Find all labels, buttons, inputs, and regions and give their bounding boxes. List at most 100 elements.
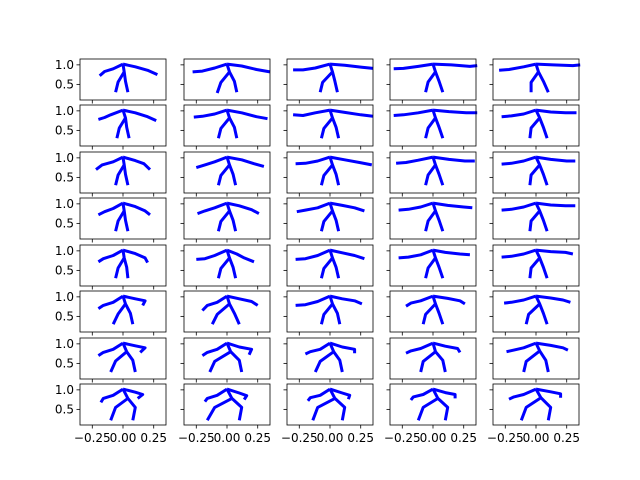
y-tick-label: 0.5 bbox=[55, 356, 74, 370]
x-tick-label: −0.25 bbox=[74, 431, 111, 445]
subplot-r1-c5 bbox=[489, 58, 581, 104]
figure-segment bbox=[424, 210, 437, 232]
figure-segment bbox=[528, 209, 541, 232]
figure-segment bbox=[195, 155, 228, 170]
y-tick-label: 1.0 bbox=[55, 337, 74, 351]
figure-segment bbox=[498, 62, 537, 72]
figure-segment bbox=[329, 201, 365, 213]
x-tick-label: −0.25 bbox=[384, 431, 421, 445]
figure-segment bbox=[193, 108, 228, 119]
figure-segment bbox=[293, 62, 331, 72]
figure-segment bbox=[328, 202, 341, 232]
figure-segment bbox=[421, 302, 437, 325]
figure-segment bbox=[395, 155, 434, 165]
figure-segment bbox=[97, 201, 124, 217]
figure-segment bbox=[114, 257, 126, 279]
figure-segment bbox=[295, 155, 331, 166]
figure-segment bbox=[97, 248, 124, 264]
figure-segment bbox=[534, 202, 549, 232]
figure-segment bbox=[528, 163, 541, 186]
figure-segment bbox=[501, 248, 537, 259]
figure-segment bbox=[328, 109, 341, 139]
x-tick-label: 0.00 bbox=[110, 431, 137, 445]
figure-segment bbox=[535, 341, 569, 352]
figure-segment bbox=[215, 70, 231, 94]
figure-segment bbox=[419, 350, 437, 373]
figure-segment bbox=[208, 350, 232, 373]
y-tick-label: 0.5 bbox=[55, 170, 74, 184]
figure-segment bbox=[205, 397, 233, 422]
subplot-r6-c4 bbox=[386, 290, 477, 336]
figure-segment bbox=[398, 201, 434, 212]
figure-segment bbox=[431, 63, 445, 93]
figure-segment bbox=[534, 109, 549, 139]
subplot-r7-c2 bbox=[180, 337, 271, 383]
figure-segment bbox=[398, 248, 434, 260]
figure-segment bbox=[329, 62, 374, 70]
subplot-r2-c2 bbox=[180, 104, 271, 150]
figure-segment bbox=[535, 387, 563, 398]
subplot-r8-c1: 0.5 1.0 −0.250.00 0.25 bbox=[55, 383, 167, 445]
y-tick-label: 0.5 bbox=[55, 123, 74, 137]
figure-segment bbox=[95, 155, 124, 171]
subplot-r8-c3: −0.250.00 0.25 bbox=[281, 383, 374, 445]
y-tick-label: 0.5 bbox=[55, 402, 74, 416]
figure-segment bbox=[304, 341, 331, 356]
figure-segment bbox=[535, 294, 571, 304]
figure-segment bbox=[328, 63, 339, 93]
figure-segment bbox=[534, 388, 553, 421]
figure-segment bbox=[405, 341, 434, 355]
figure-segment bbox=[121, 295, 135, 325]
figure-segment bbox=[203, 387, 228, 403]
figure-segment bbox=[97, 108, 124, 121]
figure-segment bbox=[225, 249, 238, 279]
y-tick-label: 1.0 bbox=[55, 383, 74, 397]
subplot-r5-c2 bbox=[180, 244, 271, 290]
subplot-r1-c3 bbox=[283, 58, 374, 104]
figure-segment bbox=[529, 71, 540, 93]
subplot-r7-c3 bbox=[283, 337, 374, 383]
subplot-r5-c4 bbox=[386, 244, 477, 290]
y-tick-label: 1.0 bbox=[55, 151, 74, 165]
subplot-r5-c3 bbox=[283, 244, 374, 290]
figure-segment bbox=[432, 294, 466, 306]
subplot-r7-c4 bbox=[386, 337, 477, 383]
figure-segment bbox=[405, 294, 434, 308]
figure-segment bbox=[121, 156, 130, 186]
subplot-r3-c2 bbox=[180, 151, 271, 197]
figure-segment bbox=[432, 62, 478, 68]
figure-segment bbox=[109, 397, 129, 421]
subplot-r4-c3 bbox=[283, 197, 374, 243]
x-tick-label: −0.25 bbox=[178, 431, 215, 445]
subplot-r2-c4 bbox=[386, 104, 478, 150]
subplot-r8-c5: −0.250.00 0.25 bbox=[487, 383, 580, 445]
figure-segment bbox=[431, 156, 445, 186]
figure-segment bbox=[226, 248, 255, 264]
subplot-r2-c1: 0.51.0 bbox=[55, 104, 167, 150]
subplot-r3-c5 bbox=[489, 151, 580, 197]
y-tick-label: 1.0 bbox=[55, 290, 74, 304]
subplot-r4-c2 bbox=[180, 197, 271, 243]
figure-segment bbox=[431, 249, 445, 279]
subplot-r4-c4 bbox=[386, 197, 477, 243]
figure-segment bbox=[122, 387, 145, 400]
figure-segment bbox=[319, 163, 334, 186]
figure-segment bbox=[534, 63, 550, 93]
figure-segment bbox=[535, 62, 581, 68]
subplot-r5-c5 bbox=[489, 244, 580, 290]
figure-segment bbox=[306, 387, 331, 402]
x-tick-label: 0.25 bbox=[450, 431, 477, 445]
x-tick-label: 0.25 bbox=[347, 431, 374, 445]
figure-segment bbox=[506, 341, 537, 354]
y-tick-label: 1.0 bbox=[55, 104, 74, 118]
figure-segment bbox=[432, 248, 471, 257]
figure-segment bbox=[225, 342, 244, 373]
figure-segment bbox=[225, 295, 241, 325]
subplot-r8-c4: −0.250.00 0.25 bbox=[384, 383, 477, 445]
figure-segment bbox=[313, 350, 335, 373]
figure-segment bbox=[226, 108, 268, 121]
x-tick-label: 0.00 bbox=[523, 431, 550, 445]
figure-segment bbox=[196, 201, 228, 216]
figure-segment bbox=[328, 249, 341, 279]
